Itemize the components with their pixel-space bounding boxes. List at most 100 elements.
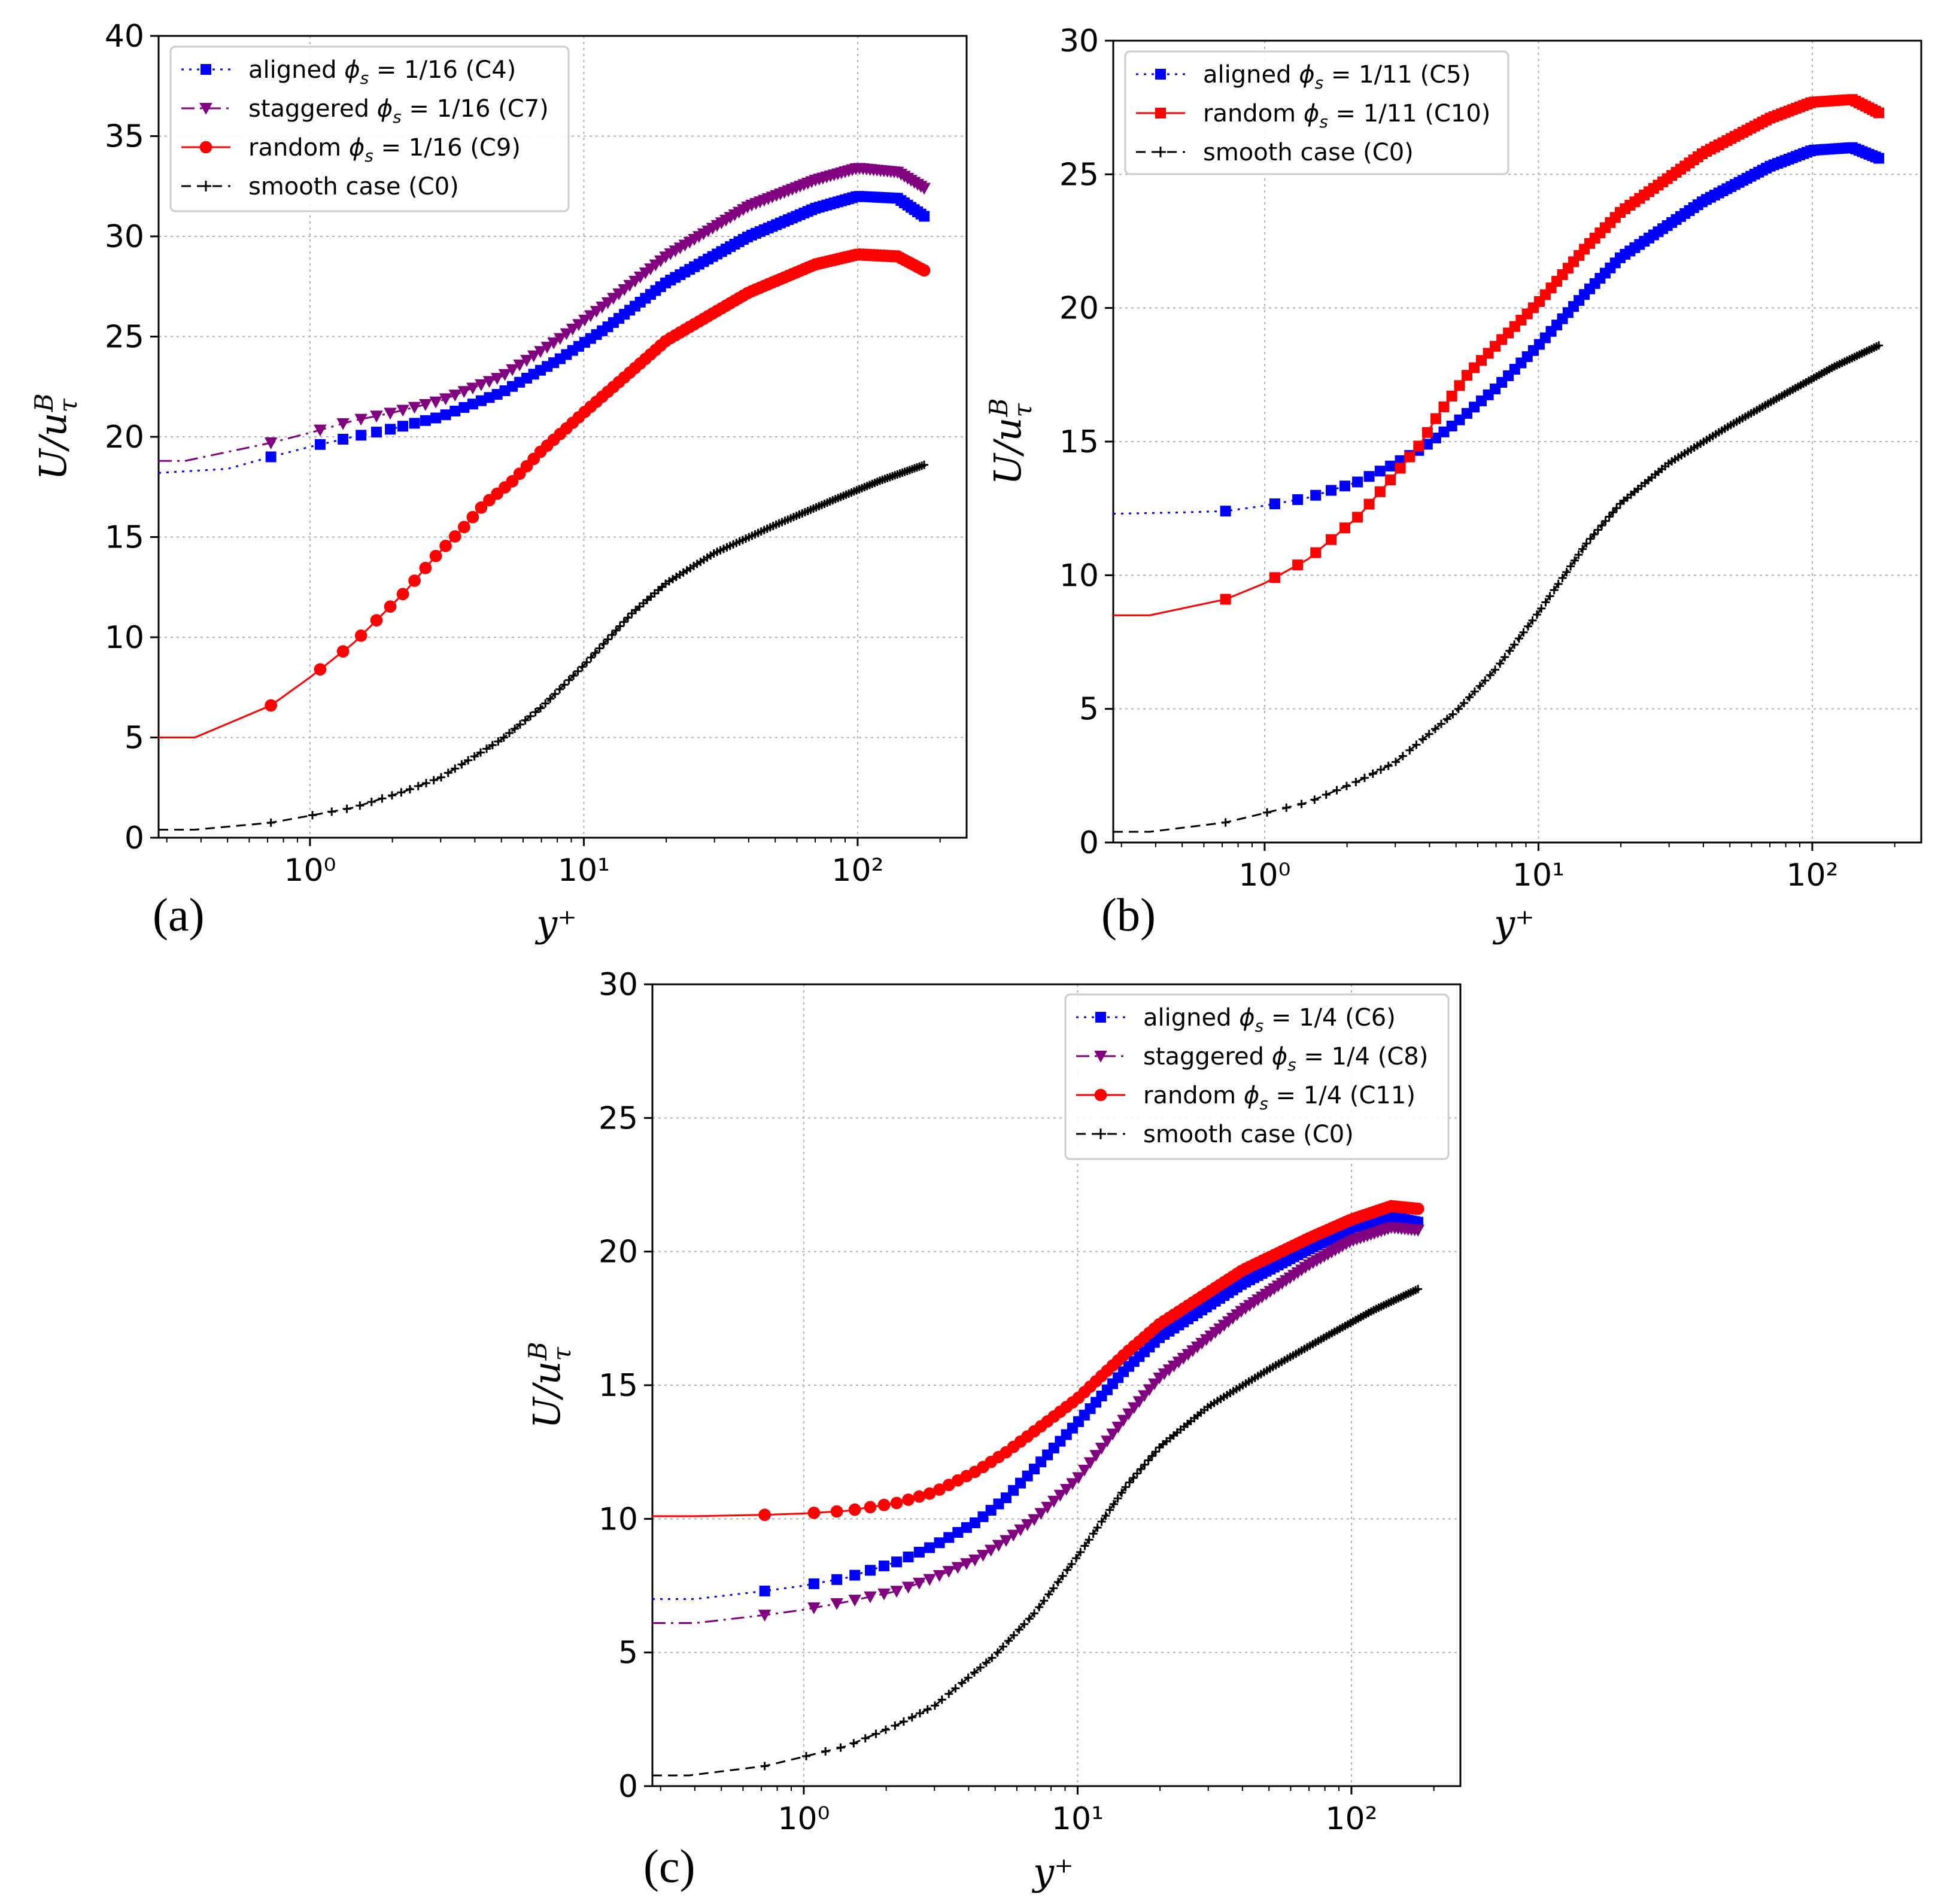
- data-point: [1127, 1402, 1141, 1415]
- chart-panel-1: 0 5 10 15 20 25 30 35 40 10⁰ 10¹ 10² y⁺ U/uτB (a) align…: [29, 19, 968, 945]
- data-point: [367, 798, 376, 807]
- data-point: [1085, 1535, 1093, 1544]
- legend-item: random ϕs = 1/16 (C9): [181, 134, 521, 166]
- data-point: [1097, 1517, 1106, 1526]
- data-point: [1374, 486, 1386, 497]
- data-point: [1117, 1415, 1130, 1427]
- data-point: [201, 64, 211, 75]
- data-point: [384, 407, 397, 420]
- legend-item: smooth case (C0): [1076, 1121, 1354, 1148]
- data-point: [1028, 1514, 1041, 1526]
- data-point: [436, 773, 445, 782]
- data-point: [1524, 622, 1533, 631]
- data-point: [1310, 547, 1322, 558]
- data-point: [982, 1658, 991, 1667]
- data-point: [1083, 1457, 1097, 1470]
- data-point: [1873, 153, 1885, 164]
- data-point: [540, 342, 554, 354]
- legend-label: smooth case (C0): [248, 173, 459, 200]
- data-point: [551, 689, 560, 698]
- data-point: [1014, 1625, 1023, 1634]
- data-point: [964, 1673, 973, 1682]
- data-point: [1537, 604, 1546, 613]
- y-tick-label: 10: [1059, 558, 1099, 594]
- data-point: [199, 141, 212, 154]
- data-point: [890, 1586, 903, 1598]
- data-point: [907, 1713, 916, 1721]
- y-tick-label: 15: [105, 520, 144, 556]
- data-point: [1080, 1541, 1089, 1550]
- data-point: [1412, 740, 1421, 749]
- data-point: [420, 415, 431, 426]
- data-point: [1418, 735, 1427, 744]
- data-point: [1339, 522, 1351, 534]
- data-point: [470, 752, 479, 761]
- data-point: [464, 756, 473, 765]
- data-point: [1454, 704, 1463, 713]
- data-point: [760, 1762, 769, 1771]
- y-tick-label: 30: [1059, 23, 1099, 59]
- data-point: [1514, 634, 1523, 643]
- y-tick-label: 5: [618, 1635, 638, 1671]
- data-point: [1059, 1484, 1073, 1496]
- data-point: [1095, 1443, 1108, 1455]
- data-point: [992, 1540, 1006, 1552]
- x-tick-label: 10⁰: [777, 1801, 830, 1837]
- x-tick-label: 10⁰: [284, 853, 336, 889]
- data-point: [569, 671, 578, 680]
- data-point: [356, 801, 364, 810]
- data-point: [903, 1551, 914, 1562]
- data-point: [578, 314, 591, 327]
- data-point: [1089, 1450, 1102, 1462]
- data-point: [861, 1734, 870, 1743]
- data-point: [612, 626, 621, 635]
- data-point: [476, 748, 485, 757]
- data-point: [969, 1517, 980, 1528]
- data-point: [1093, 1523, 1102, 1532]
- data-point: [1151, 1447, 1160, 1456]
- data-point: [1041, 1501, 1054, 1514]
- data-point: [1121, 1483, 1130, 1492]
- y-tick-label: 25: [599, 1100, 638, 1136]
- data-point: [831, 1574, 843, 1585]
- series-layer: [1113, 94, 1885, 833]
- data-point: [1593, 525, 1602, 534]
- data-point: [1590, 530, 1599, 539]
- data-point: [408, 574, 421, 587]
- legend-label: aligned ϕs = 1/16 (C4): [248, 56, 516, 88]
- data-point: [1322, 790, 1331, 799]
- legend-label: aligned ϕs = 1/4 (C6): [1143, 1004, 1396, 1036]
- data-point: [397, 421, 409, 432]
- data-point: [1132, 1396, 1146, 1409]
- data-point: [1025, 1614, 1034, 1623]
- data-point: [354, 629, 367, 642]
- data-point: [1430, 725, 1439, 734]
- legend-item: aligned ϕs = 1/4 (C6): [1076, 1004, 1396, 1036]
- data-point: [1352, 476, 1363, 488]
- series-layer: [159, 163, 931, 831]
- data-point: [378, 794, 387, 803]
- data-point: [1113, 1494, 1122, 1503]
- data-point: [1582, 539, 1591, 548]
- series-line: [159, 195, 925, 474]
- chart-panel-2: 0 5 10 15 20 25 30 10⁰ 10¹ 10² y⁺ U/uτB (b) aligned ϕ…: [984, 23, 1922, 945]
- data-point: [1541, 598, 1550, 607]
- data-point: [1413, 440, 1424, 452]
- series-line: [652, 1216, 1418, 1600]
- data-point: [1442, 714, 1451, 723]
- y-tick-label: 30: [105, 219, 144, 255]
- data-point: [1578, 545, 1587, 553]
- data-point: [944, 1689, 953, 1698]
- data-point: [1089, 1529, 1098, 1538]
- data-point: [891, 1721, 900, 1730]
- data-point: [573, 667, 582, 676]
- legend-item: staggered ϕs = 1/4 (C8): [1076, 1043, 1428, 1075]
- data-point: [923, 1487, 936, 1500]
- data-point: [951, 1684, 960, 1693]
- data-point: [942, 1566, 956, 1578]
- data-point: [384, 600, 397, 613]
- data-point: [338, 433, 349, 445]
- data-point: [1292, 494, 1304, 505]
- data-point: [1310, 795, 1319, 804]
